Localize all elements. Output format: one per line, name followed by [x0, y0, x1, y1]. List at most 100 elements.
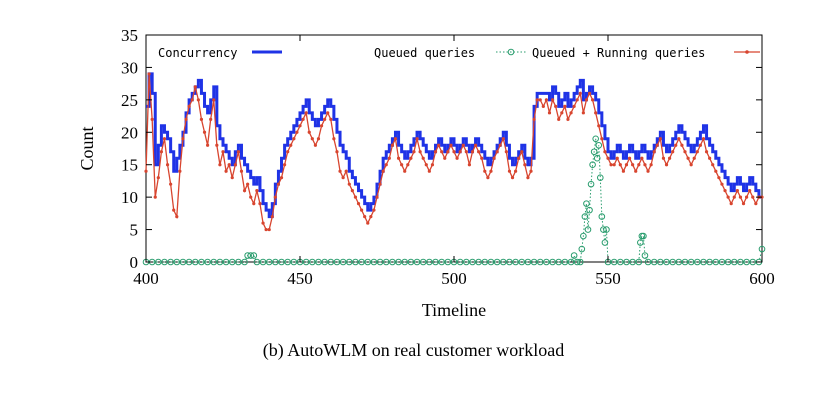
data-point-queued-running: [409, 156, 413, 160]
data-point-queued-running: [738, 195, 743, 199]
data-point-queued: [749, 258, 757, 266]
data-point-queued-running: [547, 111, 552, 115]
data-point-queued-running: [181, 137, 185, 141]
data-point-queued-running: [301, 117, 305, 121]
data-point-queued-running: [190, 98, 194, 102]
data-point-queued: [587, 180, 595, 188]
data-point-queued: [706, 258, 713, 266]
data-point-queued-running: [144, 169, 148, 173]
figure-caption: (b) AutoWLM on real customer workload: [262, 340, 565, 360]
data-point-queued: [718, 258, 726, 266]
data-point-queued: [161, 258, 168, 266]
data-point-queued-running: [427, 169, 431, 173]
data-point-queued-running: [375, 195, 379, 199]
data-point-queued-running: [184, 117, 188, 121]
data-point-queued-running: [313, 143, 317, 147]
data-point-queued-running: [683, 150, 687, 154]
data-point-queued: [272, 258, 279, 266]
data-point-queued: [173, 258, 181, 266]
data-point-queued-running: [403, 169, 407, 173]
data-point-queued-running: [554, 104, 558, 108]
data-point-queued-running: [572, 104, 576, 108]
data-point-queued-running: [159, 150, 163, 154]
data-point-queued-running: [381, 169, 385, 173]
data-point-queued-running: [677, 137, 681, 141]
data-point-queued-running: [532, 117, 536, 121]
data-point-queued: [576, 258, 584, 266]
data-point-queued-running: [514, 169, 518, 173]
data-point-queued-running: [498, 143, 502, 147]
data-point-queued-running: [202, 130, 207, 134]
data-point-queued: [595, 141, 603, 149]
data-point-queued: [657, 258, 664, 266]
data-point-queued-running: [461, 143, 465, 147]
data-point-queued: [593, 154, 601, 162]
data-point-queued-running: [720, 182, 724, 186]
data-point-queued-running: [406, 163, 410, 167]
data-point-queued-running: [578, 91, 582, 95]
data-point-queued-running: [541, 104, 545, 108]
data-point-queued-running: [501, 137, 505, 141]
data-point-queued-running: [668, 156, 672, 160]
data-point-queued-running: [526, 176, 530, 180]
data-point-queued-running: [507, 169, 512, 173]
data-point-queued-running: [581, 111, 585, 115]
data-point-queued: [438, 258, 445, 266]
legend-label-queued-running: Queued + Running queries: [532, 46, 705, 60]
data-point-queued: [578, 245, 586, 253]
legend-label-queued: Queued queries: [374, 46, 475, 60]
data-point-queued-running: [594, 111, 598, 115]
data-point-queued-running: [209, 117, 213, 121]
data-point-queued-running: [332, 137, 336, 141]
data-point-queued-running: [723, 189, 727, 193]
data-point-queued-running: [587, 91, 592, 95]
y-tick-label: 0: [130, 253, 139, 272]
data-point-queued: [586, 206, 593, 214]
data-point-queued-running: [344, 169, 348, 173]
data-point-queued: [650, 258, 658, 266]
data-point-queued-running: [433, 150, 438, 154]
data-point-queued: [426, 258, 433, 266]
data-point-queued: [407, 258, 415, 266]
data-point-queued: [487, 258, 495, 266]
data-point-queued: [694, 258, 701, 266]
data-point-queued: [598, 213, 606, 220]
data-point-queued: [712, 258, 720, 266]
data-point-queued: [463, 258, 470, 266]
data-point-queued: [724, 258, 732, 266]
data-point-queued-running: [449, 143, 453, 147]
data-point-queued: [253, 258, 261, 266]
series-0: [146, 72, 762, 219]
data-point-queued: [290, 258, 298, 266]
y-tick-label: 5: [130, 221, 139, 240]
data-point-queued: [456, 258, 464, 266]
data-point-queued-running: [606, 156, 610, 160]
data-point-queued-running: [557, 117, 561, 121]
data-point-queued: [179, 258, 187, 266]
data-point-queued-running: [714, 169, 718, 173]
data-point-queued-running: [430, 163, 435, 167]
y-tick-label: 35: [121, 26, 138, 45]
data-point-queued: [681, 258, 689, 266]
data-point-queued-running: [680, 143, 684, 147]
data-point-queued-running: [575, 98, 579, 102]
data-point-queued-running: [470, 150, 475, 154]
data-point-queued: [758, 245, 766, 253]
data-point-queued: [432, 258, 439, 266]
data-point-queued: [600, 226, 607, 233]
data-point-queued-running: [489, 169, 493, 173]
data-point-queued-running: [467, 163, 471, 167]
data-point-queued-running: [704, 150, 709, 154]
data-point-queued: [481, 258, 489, 266]
data-point-queued-running: [483, 169, 487, 173]
data-point-queued: [247, 252, 255, 259]
x-axis-label: Timeline: [422, 300, 486, 320]
data-point-queued: [244, 252, 251, 259]
data-point-queued: [370, 258, 378, 266]
data-point-queued-running: [319, 124, 324, 128]
data-point-queued-running: [517, 156, 521, 160]
data-point-queued: [640, 232, 647, 240]
data-point-queued-running: [369, 215, 373, 219]
data-point-queued-running: [393, 137, 398, 141]
